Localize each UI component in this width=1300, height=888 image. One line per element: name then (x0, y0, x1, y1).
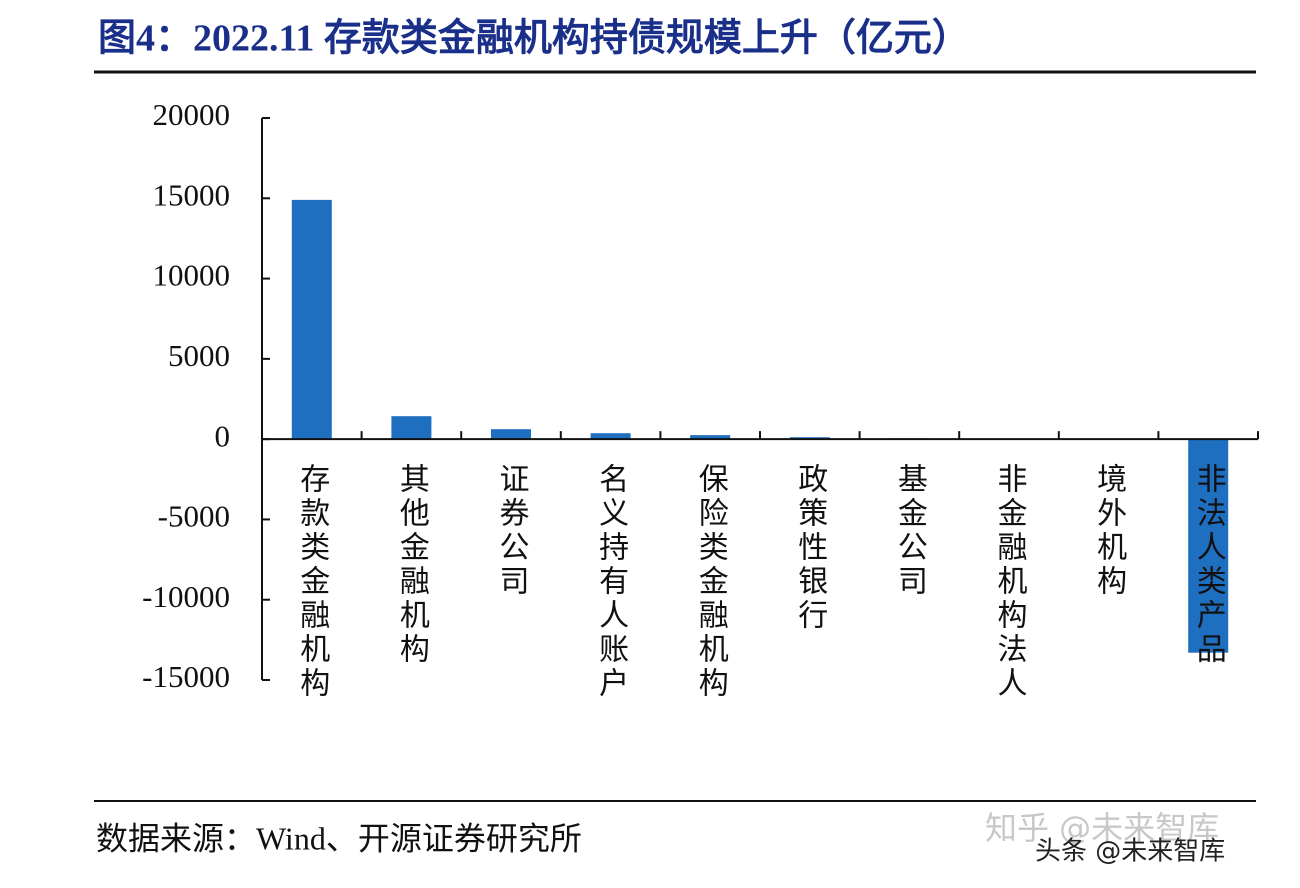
x-tick-label: 非法人类产品 (1192, 463, 1226, 667)
y-tick-label: 15000 (153, 177, 231, 212)
bar (291, 199, 332, 440)
bar (690, 435, 731, 440)
x-tick-label: 证券公司 (495, 463, 529, 599)
y-tick-label: 5000 (168, 338, 230, 373)
y-tick-label: -15000 (142, 659, 230, 694)
x-tick-label: 境外机构 (1092, 463, 1127, 599)
watermark: 头条 @未来智库 (1035, 837, 1225, 867)
x-tick-label: 存款类金融机构 (295, 463, 330, 701)
x-tick-label: 政策性银行 (793, 463, 828, 633)
x-tick-label: 其他金融机构 (395, 463, 430, 667)
x-tick-label: 基金公司 (893, 463, 928, 599)
y-tick-label: -10000 (142, 579, 230, 614)
x-tick-label: 非金融机构法人 (993, 463, 1028, 701)
source: 数据来源：Wind、开源证券研究所 (96, 820, 582, 856)
bar (391, 416, 432, 440)
bar (491, 429, 531, 440)
y-tick-label: 0 (215, 418, 231, 453)
chart-title: 图4：2022.11 存款类金融机构持债规模上升（亿元） (98, 17, 970, 60)
x-tick-label: 名义持有人账户 (594, 463, 629, 701)
bar (590, 433, 631, 440)
y-tick-label: 10000 (153, 258, 231, 293)
bar (1188, 439, 1229, 653)
x-tick-label: 保险类金融机构 (694, 463, 729, 701)
y-tick-label: 20000 (153, 97, 231, 132)
watermark: 知乎 @未来智库 (985, 809, 1219, 847)
y-tick-label: -5000 (158, 499, 230, 534)
